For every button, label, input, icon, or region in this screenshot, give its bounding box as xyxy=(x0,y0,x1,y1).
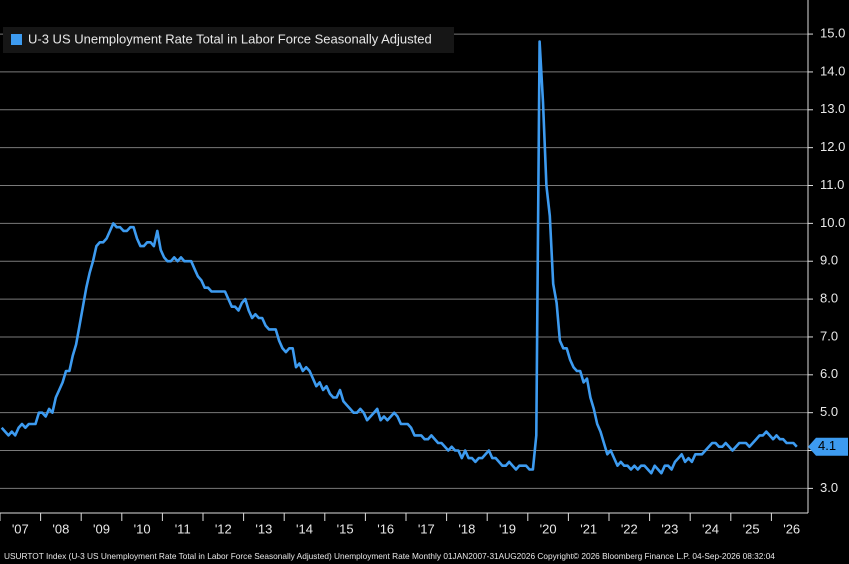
y-tick-label: 3.0 xyxy=(820,480,838,495)
last-value-box xyxy=(808,437,848,456)
x-tick-label: '20 xyxy=(540,521,557,536)
x-tick-label: '08 xyxy=(52,521,69,536)
y-tick-label: 6.0 xyxy=(820,366,838,381)
x-tick-label: '13 xyxy=(255,521,272,536)
x-tick-label: '23 xyxy=(661,521,678,536)
legend-label: U-3 US Unemployment Rate Total in Labor … xyxy=(28,31,432,46)
y-tick-label: 14.0 xyxy=(820,63,845,78)
y-tick-label: 11.0 xyxy=(820,177,844,192)
x-tick-label: '16 xyxy=(377,521,394,536)
data-line xyxy=(0,40,798,475)
y-tick-label: 7.0 xyxy=(820,328,838,343)
x-tick-label: '12 xyxy=(215,521,232,536)
y-tick-label: 12.0 xyxy=(820,139,845,154)
y-tick-label: 5.0 xyxy=(820,404,838,419)
last-value-label: 4.1 xyxy=(818,438,836,453)
x-tick-label: '22 xyxy=(621,521,638,536)
y-tick-label: 15.0 xyxy=(820,26,845,41)
x-tick-label: '09 xyxy=(93,521,110,536)
footer: USURTOT Index (U-3 US Unemployment Rate … xyxy=(4,551,775,561)
x-tick-label: '14 xyxy=(296,521,313,536)
x-axis-band xyxy=(0,514,808,546)
x-tick-label: '21 xyxy=(580,521,597,536)
y-tick-label: 10.0 xyxy=(820,215,845,230)
x-tick-label: '26 xyxy=(783,521,800,536)
y-tick-label: 9.0 xyxy=(820,253,838,268)
x-tick-label: '10 xyxy=(134,521,151,536)
x-tick-label: '25 xyxy=(743,521,760,536)
y-tick-label: 13.0 xyxy=(820,101,845,116)
y-tick-label: 8.0 xyxy=(820,291,838,306)
x-tick-label: '15 xyxy=(337,521,354,536)
x-tick-label: '07 xyxy=(12,521,29,536)
legend-swatch xyxy=(11,34,22,45)
x-tick-label: '18 xyxy=(458,521,475,536)
x-tick-label: '19 xyxy=(499,521,516,536)
legend-box xyxy=(3,27,454,53)
x-tick-label: '11 xyxy=(175,521,191,536)
x-tick-label: '24 xyxy=(702,521,719,536)
x-tick-label: '17 xyxy=(418,521,435,536)
